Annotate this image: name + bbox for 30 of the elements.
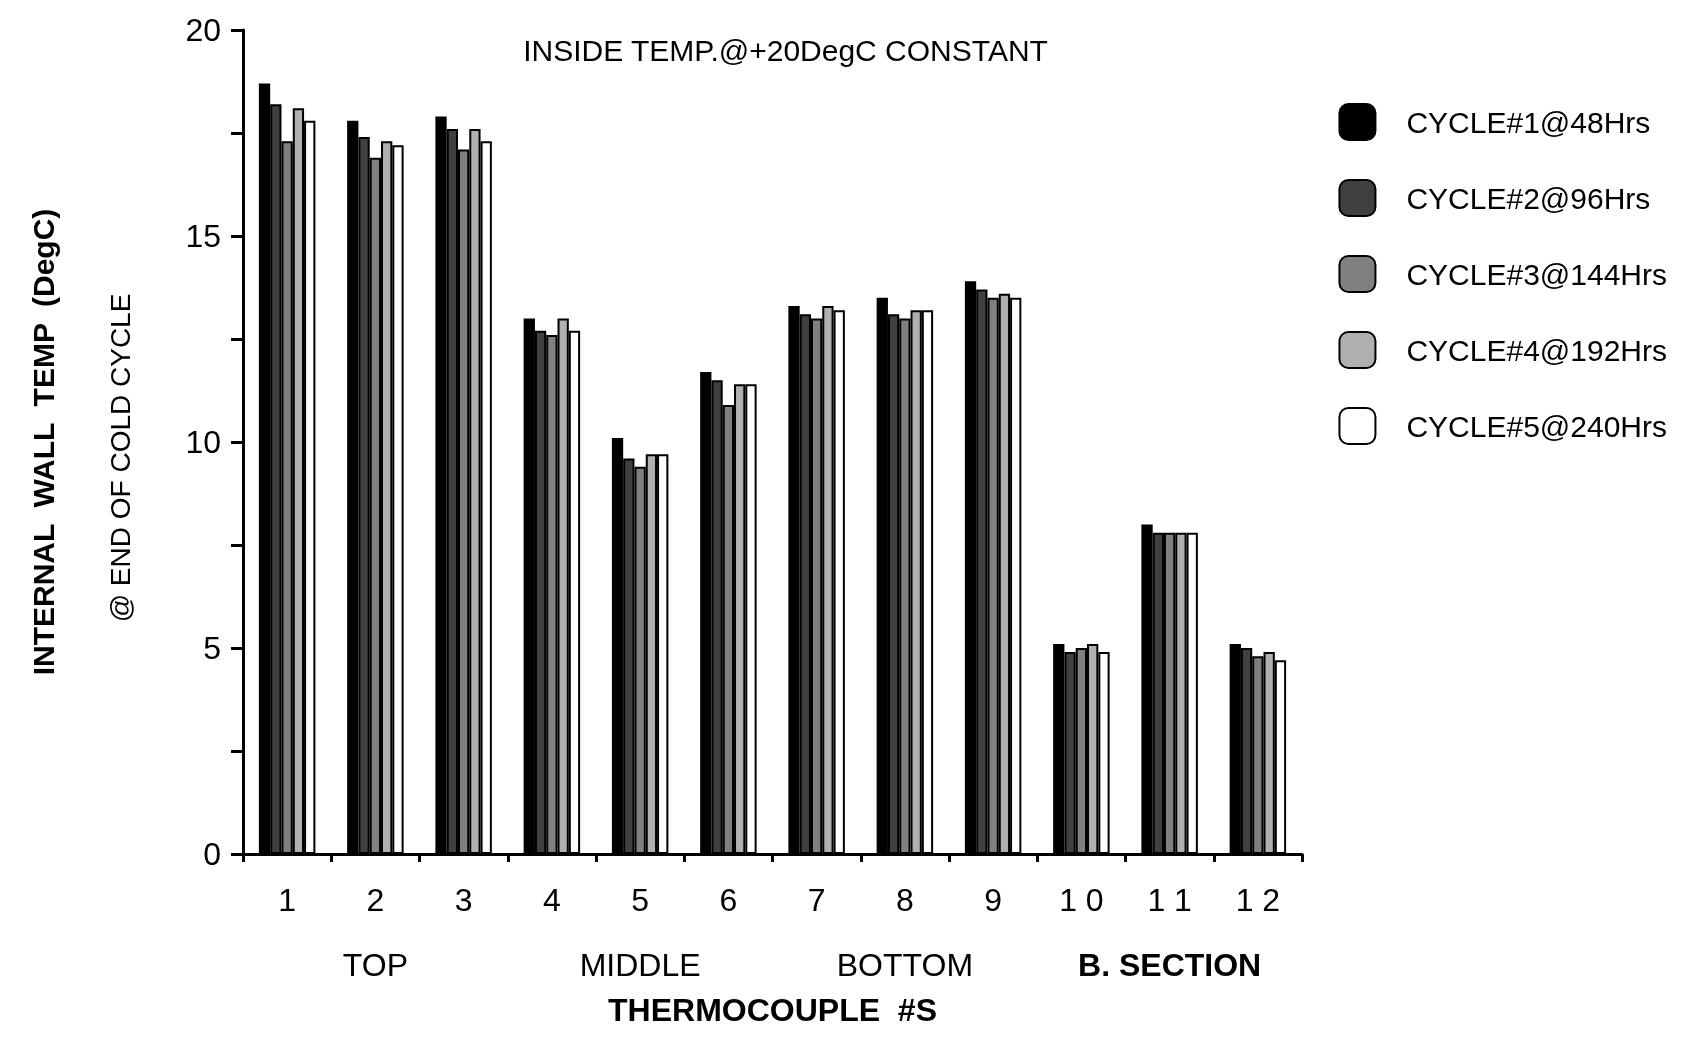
- text: B. SECTION: [1078, 947, 1262, 983]
- text: @ END OF COLD CYCLE: [104, 293, 136, 623]
- y-tick-label: 15: [185, 218, 221, 254]
- legend-label: CYCLE#1@48Hrs: [1406, 105, 1651, 139]
- legend-label: CYCLE#3@144Hrs: [1406, 257, 1668, 291]
- text: TOP: [342, 947, 408, 983]
- y-tick-label: 5: [203, 630, 221, 666]
- legend-label: CYCLE#2@96Hrs: [1406, 181, 1651, 215]
- x-tick-label: 1: [278, 882, 297, 918]
- x-tick-label: 2: [366, 882, 385, 918]
- x-tick-label: 1 1: [1147, 882, 1192, 918]
- text: MIDDLE: [579, 947, 701, 983]
- x-tick-label: 1 2: [1235, 882, 1281, 918]
- x-tick-label: 1 0: [1059, 882, 1104, 918]
- chart-title: INSIDE TEMP.@+20DegC CONSTANT: [523, 33, 1048, 67]
- y-tick-label: 0: [203, 836, 221, 872]
- x-tick-label: 5: [631, 882, 650, 918]
- x-tick-label: 6: [719, 882, 738, 918]
- x-tick-label: 3: [454, 882, 473, 918]
- x-tick-label: 8: [895, 882, 914, 918]
- y-tick-label: 10: [185, 424, 221, 460]
- x-tick-label: 9: [984, 882, 1003, 918]
- legend-label: CYCLE#4@192Hrs: [1406, 333, 1668, 367]
- text: BOTTOM: [836, 947, 974, 983]
- y-axis-title: INTERNAL WALL TEMP (DegC): [26, 208, 60, 676]
- x-tick-label: 7: [807, 882, 826, 918]
- legend-label: CYCLE#5@240Hrs: [1406, 409, 1668, 443]
- y-tick-label: 20: [185, 12, 221, 48]
- x-axis-title: THERMOCOUPLE #S: [608, 992, 937, 1028]
- x-tick-label: 4: [542, 882, 561, 918]
